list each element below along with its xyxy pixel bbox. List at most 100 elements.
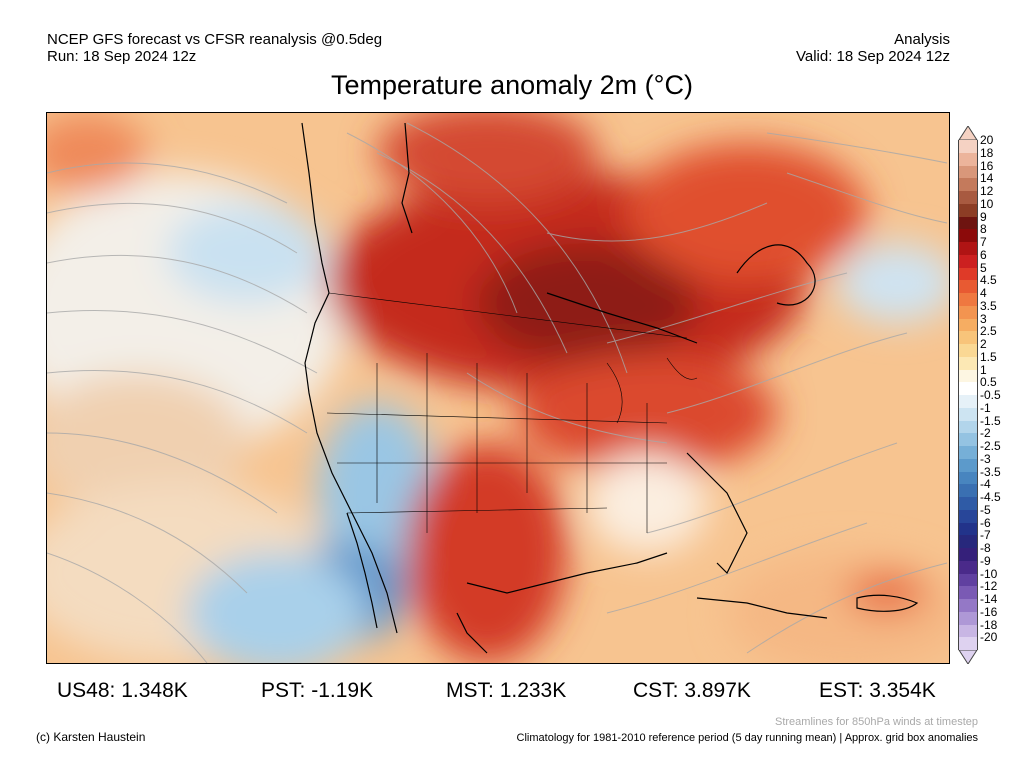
climatology-note: Climatology for 1981-2010 reference peri… <box>516 732 978 744</box>
colorbar-swatch <box>958 509 978 523</box>
analysis-label: Analysis <box>894 31 950 48</box>
colorbar-label: 3 <box>980 311 987 326</box>
colorbar-swatch <box>958 369 978 383</box>
colorbar-label: 4 <box>980 286 987 300</box>
stat-cst-label: CST: <box>633 679 679 702</box>
colorbar-swatch <box>958 599 978 612</box>
colorbar-label: -16 <box>980 604 998 619</box>
great-lakes <box>606 362 623 424</box>
colorbar-swatch <box>958 395 978 408</box>
baja-peninsula <box>346 512 378 629</box>
colorbar-label: 1.5 <box>980 349 997 364</box>
colorbar-swatch <box>958 484 978 497</box>
colorbar-label: -8 <box>980 541 991 555</box>
gulf-coast <box>466 552 668 594</box>
colorbar-label: 10 <box>980 196 994 211</box>
stat-pst-value: -1.19K <box>311 679 374 702</box>
colorbar-label: 16 <box>980 158 994 173</box>
colorbar-swatch <box>958 331 978 344</box>
author-credit: (c) Karsten Haustein <box>36 730 146 744</box>
colorbar-swatch <box>958 586 978 599</box>
colorbar-label: 1 <box>980 362 987 377</box>
colorbar-swatch <box>958 305 978 319</box>
stat-mst-value: 1.233K <box>499 679 567 702</box>
colorbar-swatch <box>958 497 978 510</box>
stat-mst: MST: 1.233K <box>446 679 566 703</box>
hudson-coast <box>546 292 698 344</box>
colorbar-label: -18 <box>980 617 998 632</box>
state-borders <box>326 292 698 533</box>
colorbar-swatch <box>958 344 978 357</box>
colorbar-label: -4.5 <box>980 490 1001 504</box>
map-title: Temperature anomaly 2m (°C) <box>331 70 693 100</box>
stat-us48-label: US48: <box>57 679 116 702</box>
stat-est-value: 3.354K <box>869 679 936 702</box>
colorbar-label: -2.5 <box>980 439 1001 453</box>
colorbar-swatch <box>958 191 978 204</box>
colorbar-label: -3.5 <box>980 464 1001 479</box>
colorbar-swatch <box>958 433 978 446</box>
colorbar-label: -5 <box>980 502 991 517</box>
colorbar-swatch <box>958 548 978 561</box>
colorbar-swatch <box>958 624 978 638</box>
stat-us48: US48: 1.348K <box>57 679 188 703</box>
colorbar-swatch <box>958 280 978 293</box>
colorbar-label: -4 <box>980 477 991 492</box>
colorbar-max-arrow <box>958 126 978 140</box>
colorbar-swatch <box>958 407 978 421</box>
colorbar-label: -2 <box>980 426 991 441</box>
stat-est-label: EST: <box>819 679 864 702</box>
colorbar-label: 6 <box>980 247 987 262</box>
colorbar-label: 12 <box>980 184 994 198</box>
colorbar-swatch <box>958 229 978 242</box>
stat-mst-label: MST: <box>446 679 494 702</box>
colorbar-swatch <box>958 203 978 217</box>
cuba <box>696 597 828 619</box>
west-coastline <box>301 122 398 634</box>
colorbar-label: 14 <box>980 171 994 186</box>
colorbar-label: -12 <box>980 579 998 594</box>
colorbar-label: -9 <box>980 553 991 568</box>
colorbar-label: 9 <box>980 209 987 224</box>
anomaly-map[interactable] <box>46 112 950 664</box>
colorbar-swatch <box>958 560 978 574</box>
stat-pst: PST: -1.19K <box>261 679 373 703</box>
alaska-border <box>401 122 413 234</box>
colorbar-swatch <box>958 318 978 332</box>
colorbar-label: 3.5 <box>980 298 997 313</box>
colorbar-swatch <box>958 152 978 166</box>
colorbar-label: -1.5 <box>980 413 1001 428</box>
colorbar-label: 4.5 <box>980 273 997 288</box>
mexico-coast <box>456 612 488 654</box>
hispaniola <box>856 594 919 612</box>
stat-cst-value: 3.897K <box>684 679 751 702</box>
colorbar-label: 2 <box>980 337 987 351</box>
streamline-note: Streamlines for 850hPa winds at timestep <box>775 716 978 728</box>
colorbar-label: -6 <box>980 515 991 530</box>
colorbar-swatch <box>958 611 978 625</box>
colorbar-swatch <box>958 382 978 395</box>
colorbar-label: -10 <box>980 566 998 581</box>
colorbar-swatch <box>958 165 978 179</box>
colorbar-label: -7 <box>980 528 991 543</box>
colorbar-swatch <box>958 637 978 650</box>
labrador-coast <box>736 244 816 306</box>
colorbar-label: -3 <box>980 451 991 466</box>
colorbar-label: 18 <box>980 145 994 160</box>
colorbar-swatch <box>958 356 978 370</box>
colorbar-label: 0.5 <box>980 375 997 390</box>
streamlines <box>47 122 948 663</box>
header-right: Analysis Valid: 18 Sep 2024 12z <box>796 31 950 65</box>
colorbar-swatch <box>958 573 978 587</box>
colorbar-label: 7 <box>980 235 987 249</box>
stat-cst: CST: 3.897K <box>633 679 751 703</box>
colorbar-label: -14 <box>980 592 998 606</box>
colorbar-label: -0.5 <box>980 388 1001 402</box>
colorbar-swatch <box>958 458 978 472</box>
colorbar-swatch <box>958 140 978 153</box>
colorbar-swatch <box>958 242 978 255</box>
anomaly-map-graphic <box>47 113 949 663</box>
colorbar-swatch <box>958 471 978 485</box>
colorbar-swatch <box>958 420 978 434</box>
colorbar-min-arrow <box>958 650 978 664</box>
